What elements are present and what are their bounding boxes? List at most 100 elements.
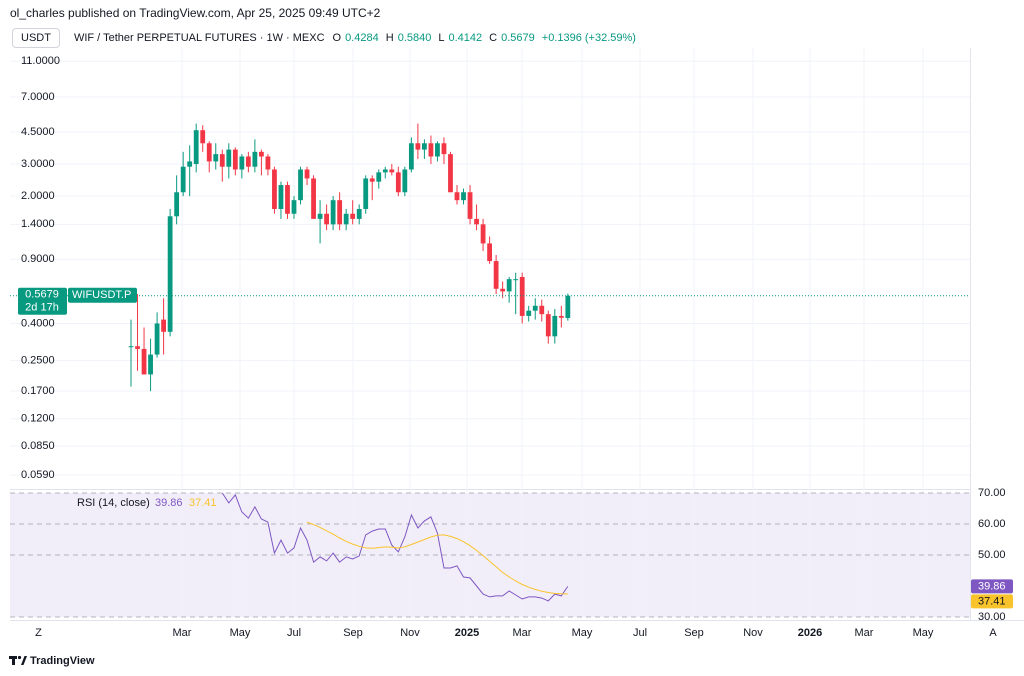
y-tick-label: 3.0000 (21, 158, 55, 170)
y-tick-label: 0.2500 (21, 355, 55, 367)
candle-body (395, 172, 401, 193)
candle-body (487, 243, 492, 262)
x-tick-label: Jul (287, 627, 301, 639)
candle-body (526, 310, 532, 316)
ohlc-key: H (385, 32, 394, 44)
candle-body (532, 305, 538, 311)
candle-body (467, 192, 473, 219)
candle-body (154, 323, 160, 355)
candle-body (480, 224, 486, 244)
candle-body (356, 208, 362, 219)
logo-part (12, 656, 15, 665)
change: +0.1396 (+32.59%) (541, 32, 636, 44)
candle-body (187, 161, 193, 167)
y-tick-label: 0.9000 (21, 253, 55, 265)
candle-body (389, 169, 395, 173)
candle-body (493, 261, 499, 289)
candle-body (363, 178, 369, 209)
y-tick-label: 2.0000 (21, 190, 55, 202)
rsi-line (306, 521, 568, 595)
candle-body (272, 169, 277, 209)
y-tick-label: 0.1200 (21, 413, 55, 425)
rsi-legend-value: 39.86 (155, 497, 183, 509)
rsi-value-box (971, 579, 1013, 594)
candle-body (174, 192, 180, 217)
ohlc-value: 0.5840 (397, 32, 432, 44)
rsi-title: RSI (14, close) (77, 497, 150, 509)
candle-body (161, 319, 166, 332)
candle-body (226, 149, 232, 167)
candle-body (298, 169, 303, 201)
x-tick-label: Jul (633, 627, 647, 639)
rsi-tick-label: 70.00 (978, 487, 1006, 499)
candle-body (128, 346, 134, 348)
candle-body (441, 143, 447, 155)
brand-logo (9, 655, 27, 665)
candle-body (428, 143, 434, 157)
symbol: WIF / Tether PERPETUAL FUTURES · 1W · ME… (73, 32, 325, 44)
candle-body (304, 169, 310, 179)
candle-body (311, 178, 316, 219)
ticker-label: WIFUSDT.P (72, 289, 131, 301)
candle-body (285, 185, 290, 214)
candle-body (239, 156, 245, 170)
y-tick-label: 0.4000 (21, 317, 55, 329)
x-tick-label: 2025 (455, 627, 479, 639)
ohlc-key: O (332, 32, 342, 44)
x-tick-label: May (230, 627, 251, 639)
candle-body (565, 295, 571, 319)
y-tick-label: 0.1700 (21, 385, 55, 397)
candle-body (278, 185, 284, 209)
candle-body (350, 213, 356, 219)
ohlc-value: 0.5679 (501, 32, 535, 44)
candle-body (402, 169, 408, 193)
x-tick-label: Sep (343, 627, 363, 639)
scale-button[interactable] (31, 625, 46, 640)
x-tick-label: Nov (400, 627, 420, 639)
candle-body (245, 156, 251, 167)
candle-body (519, 276, 525, 316)
candle-body (448, 154, 453, 193)
logo-part (21, 656, 27, 665)
rsi-tick-label: 60.00 (978, 518, 1006, 530)
candle-body (135, 346, 140, 349)
candle-body (558, 315, 564, 318)
candle-body (454, 192, 460, 201)
scale-button-label: Z (35, 627, 42, 639)
x-tick-label: 2026 (798, 627, 822, 639)
rsi-tick-label: 30.00 (978, 611, 1006, 623)
countdown: 2d 17h (25, 302, 59, 314)
currency-button[interactable]: USDT (12, 28, 60, 48)
rsi-value-label: 39.86 (978, 580, 1006, 592)
candle-body (330, 200, 336, 225)
x-tick-label: May (913, 627, 934, 639)
price-label: 0.5679 (25, 289, 59, 301)
y-tick-label: 1.4000 (21, 218, 55, 230)
candle-body (513, 279, 519, 281)
publish-note: ol_charles published on TradingView.com,… (10, 6, 381, 20)
candle-body (252, 151, 258, 167)
rsi-line (221, 492, 569, 602)
legend-bar: USDT WIF / Tether PERPETUAL FUTURES · 1W… (12, 28, 639, 48)
candle-body (422, 143, 427, 150)
candle-body (265, 156, 271, 170)
candle-body (324, 213, 329, 225)
candle-body (213, 154, 219, 162)
candle-body (317, 213, 323, 219)
candle-body (415, 143, 421, 150)
ohlc-value: 0.4284 (345, 32, 379, 44)
x-tick-label: Nov (743, 627, 763, 639)
candle-body (461, 192, 466, 201)
candle-body (435, 143, 440, 157)
x-tick-label: Mar (173, 627, 192, 639)
y-tick-label: 11.0000 (21, 55, 60, 67)
x-tick-label: Mar (855, 627, 874, 639)
candle-body (206, 143, 212, 162)
logo-part (17, 655, 22, 660)
auto-button-label: A (989, 627, 997, 639)
candle-body (259, 151, 264, 157)
candle-body (180, 166, 186, 193)
candle-body (291, 200, 297, 214)
